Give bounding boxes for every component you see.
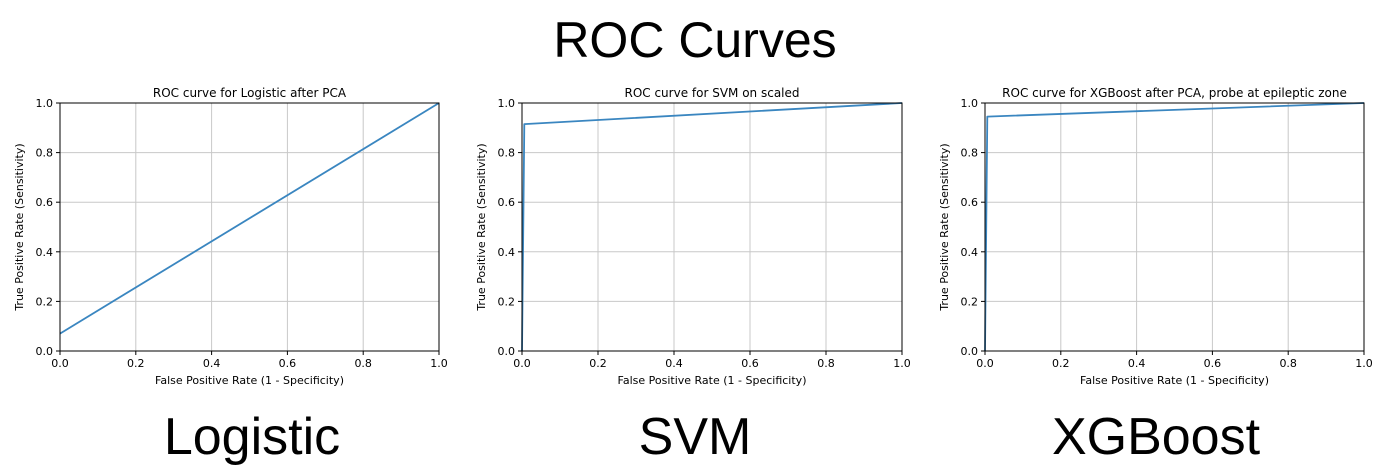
svm-ytick-label: 0.2 — [498, 295, 516, 308]
logistic-ytick-label: 1.0 — [36, 97, 54, 110]
logistic-xtick-label: 0.0 — [51, 357, 69, 370]
logistic-ytick-label: 0.0 — [36, 345, 54, 358]
logistic-roc-line — [59, 102, 440, 335]
logistic-ytick-label: 0.8 — [36, 147, 54, 160]
xgboost-xtick-label: 0.2 — [1052, 357, 1070, 370]
logistic-y-axis-label: True Positive Rate (Sensitivity) — [13, 143, 26, 311]
xgboost-ytick-label: 0.8 — [961, 147, 979, 160]
xgboost-xtick-label: 0.0 — [976, 357, 994, 370]
xgboost-roc-line — [984, 102, 1365, 352]
caption-svm: SVM — [638, 408, 752, 466]
logistic-x-axis-label: False Positive Rate (1 - Specificity) — [155, 374, 344, 387]
xgboost-ytick-label: 0.4 — [961, 246, 979, 259]
logistic-xtick-label: 1.0 — [430, 357, 448, 370]
svm-xtick-label: 0.6 — [741, 357, 759, 370]
logistic-chart-title: ROC curve for Logistic after PCA — [153, 86, 347, 100]
logistic-xtick-label: 0.2 — [127, 357, 145, 370]
xgboost-xtick-label: 1.0 — [1355, 357, 1373, 370]
svm-chart-title: ROC curve for SVM on scaled — [624, 86, 799, 100]
xgboost-xtick-label: 0.6 — [1204, 357, 1222, 370]
svm-ytick-label: 0.6 — [498, 196, 516, 209]
svm-xtick-label: 0.8 — [817, 357, 835, 370]
xgboost-ytick-label: 0.0 — [961, 345, 979, 358]
logistic-ytick-label: 0.6 — [36, 196, 54, 209]
svm-ytick-label: 0.8 — [498, 147, 516, 160]
figure-title: ROC Curves — [553, 12, 837, 68]
logistic-plot-frame — [59, 102, 440, 352]
svm-ytick-label: 1.0 — [498, 97, 516, 110]
svm-xtick-label: 0.0 — [513, 357, 531, 370]
logistic-ytick-label: 0.4 — [36, 246, 54, 259]
svm-xtick-label: 0.2 — [589, 357, 607, 370]
xgboost-chart-title: ROC curve for XGBoost after PCA, probe a… — [1002, 86, 1347, 100]
svm-y-axis-label: True Positive Rate (Sensitivity) — [475, 143, 488, 311]
logistic-xtick-label: 0.4 — [203, 357, 221, 370]
xgboost-ytick-label: 0.2 — [961, 295, 979, 308]
svm-ytick-label: 0.4 — [498, 246, 516, 259]
caption-xgboost: XGBoost — [1051, 408, 1261, 466]
logistic-ytick-label: 0.2 — [36, 295, 54, 308]
xgboost-ytick-label: 0.6 — [961, 196, 979, 209]
svm-plot-frame — [521, 102, 903, 352]
svm-xtick-label: 0.4 — [665, 357, 683, 370]
svm-x-axis-label: False Positive Rate (1 - Specificity) — [618, 374, 807, 387]
logistic-xtick-label: 0.8 — [354, 357, 372, 370]
svm-roc-line — [521, 102, 903, 352]
svm-xtick-label: 1.0 — [893, 357, 911, 370]
xgboost-xtick-label: 0.4 — [1128, 357, 1146, 370]
xgboost-x-axis-label: False Positive Rate (1 - Specificity) — [1080, 374, 1269, 387]
xgboost-y-axis-label: True Positive Rate (Sensitivity) — [938, 143, 951, 311]
xgboost-plot-frame — [984, 102, 1365, 352]
caption-logistic: Logistic — [163, 408, 341, 466]
xgboost-ytick-label: 1.0 — [961, 97, 979, 110]
xgboost-xtick-label: 0.8 — [1279, 357, 1297, 370]
logistic-xtick-label: 0.6 — [279, 357, 297, 370]
svm-ytick-label: 0.0 — [498, 345, 516, 358]
